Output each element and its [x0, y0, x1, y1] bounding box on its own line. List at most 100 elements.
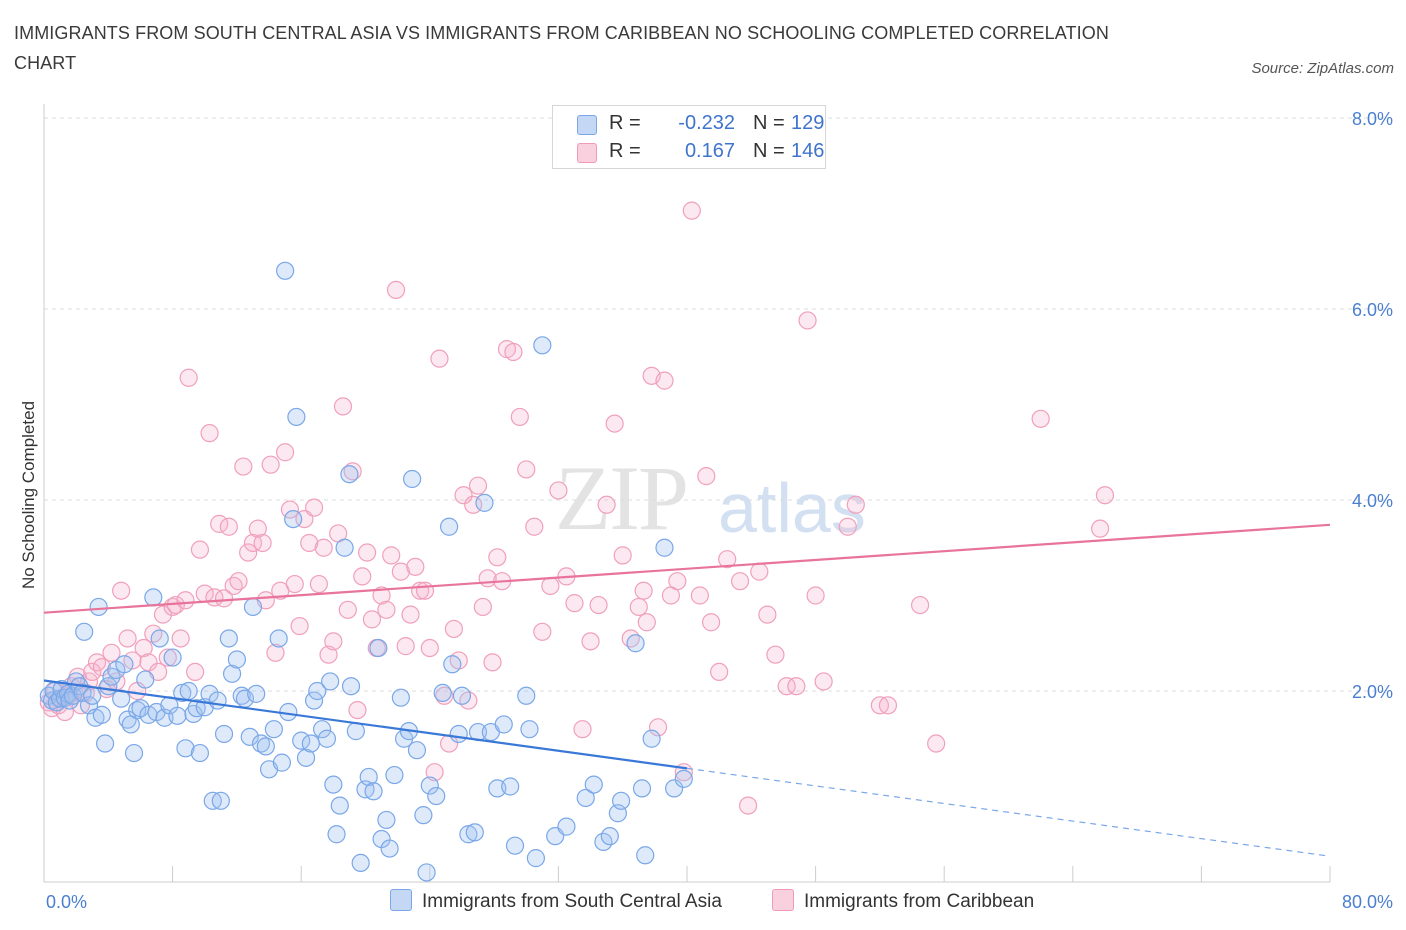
- south-central-asia-point: [176, 739, 195, 758]
- south-central-asia-point: [301, 734, 320, 753]
- caribbean-point: [814, 672, 833, 691]
- caribbean-point: [348, 700, 367, 720]
- caribbean-point: [541, 576, 560, 596]
- caribbean-point: [581, 632, 600, 651]
- south-central-asia-point: [251, 734, 271, 753]
- gridlines: [44, 117, 1390, 692]
- caribbean-point: [444, 619, 464, 639]
- legend-r-label: R =: [609, 112, 641, 134]
- south-central-asia-point: [403, 469, 422, 489]
- south-central-asia-point: [184, 704, 203, 724]
- legend-r-value: -0.232: [678, 112, 735, 134]
- caribbean-point: [190, 540, 210, 559]
- south-central-asia-point: [377, 810, 396, 830]
- caribbean-point: [702, 613, 721, 632]
- south-central-asia-point: [330, 796, 349, 815]
- south-central-asia-point: [284, 509, 303, 529]
- south-central-asia-point: [136, 670, 155, 689]
- x-tick-label: 0.0%: [46, 892, 87, 912]
- caribbean-point: [648, 718, 668, 737]
- caribbean-point: [353, 567, 372, 586]
- caribbean-point: [200, 424, 219, 443]
- trend-line-caribbean: [43, 523, 1331, 614]
- caribbean-point: [605, 414, 624, 433]
- caribbean-point: [83, 662, 102, 682]
- south-central-asia-point: [385, 765, 404, 785]
- caribbean-point: [406, 557, 425, 576]
- caribbean-point: [158, 648, 177, 667]
- south-central-asia-point: [417, 863, 436, 882]
- south-central-asia-point: [317, 729, 337, 748]
- y-tick-label: 2.0%: [1352, 682, 1393, 702]
- south-central-asia-point: [256, 737, 275, 756]
- south-central-asia-point: [642, 729, 661, 748]
- legend-r-value: 0.167: [684, 140, 735, 162]
- south-central-asia-point: [517, 686, 536, 705]
- bottom-legend-label: Immigrants from Caribbean: [804, 891, 1035, 912]
- south-central-asia-point: [276, 261, 295, 280]
- axes: [43, 104, 1331, 883]
- south-central-asia-point: [264, 720, 283, 739]
- caribbean-point: [910, 595, 930, 615]
- caribbean-point: [634, 581, 653, 600]
- x-tick-labels: 0.0% 80.0%: [46, 892, 1393, 912]
- caribbean-point: [738, 796, 758, 815]
- legend-n-value: 146: [791, 140, 825, 162]
- caribbean-point: [504, 342, 523, 362]
- trend-line-south-central-asia: [43, 679, 688, 770]
- caribbean-point: [806, 586, 825, 605]
- south-central-asia-point: [369, 638, 388, 658]
- caribbean-point: [176, 591, 195, 610]
- y-axis-label: No Schooling Completed: [19, 401, 38, 589]
- caribbean-point: [589, 595, 608, 615]
- caribbean-point: [139, 653, 158, 672]
- caribbean-point: [229, 572, 248, 591]
- caribbean-point: [483, 653, 502, 672]
- source-label: Source: ZipAtlas.com: [1251, 60, 1394, 77]
- caribbean-point: [682, 201, 701, 220]
- caribbean-point: [276, 443, 295, 462]
- south-central-asia-points: [39, 261, 693, 882]
- south-central-asia-point: [287, 407, 306, 427]
- caribbean-point: [102, 643, 121, 662]
- caribbean-point: [304, 498, 324, 517]
- caribbean-point: [234, 457, 253, 476]
- legend-n-value: 129: [791, 112, 825, 134]
- caribbean-point: [338, 600, 357, 619]
- south-central-asia-point: [327, 825, 346, 844]
- south-central-asia-point: [351, 853, 370, 873]
- caribbean-point: [290, 616, 309, 636]
- south-central-asia-point: [414, 806, 433, 825]
- south-central-asia-point: [312, 720, 332, 739]
- legend-swatch-blue: [577, 115, 597, 135]
- south-central-asia-point: [346, 722, 365, 741]
- caribbean-point: [396, 637, 415, 656]
- caribbean-point: [787, 677, 806, 696]
- south-central-asia-point: [576, 788, 595, 808]
- caribbean-point: [468, 476, 488, 495]
- south-central-asia-point: [163, 648, 182, 667]
- caribbean-point: [1031, 409, 1050, 428]
- south-central-asia-point: [533, 336, 552, 355]
- caribbean-point: [613, 546, 632, 565]
- south-central-asia-point: [433, 683, 452, 703]
- caribbean-point: [1095, 486, 1115, 505]
- caribbean-point: [118, 629, 137, 648]
- watermark-zip: ZIP: [555, 447, 689, 549]
- south-central-asia-point: [269, 629, 288, 648]
- caribbean-point: [718, 550, 737, 569]
- south-central-asia-point: [168, 706, 187, 725]
- caribbean-point: [382, 546, 401, 565]
- south-central-asia-point: [557, 817, 576, 836]
- south-central-asia-point: [655, 538, 674, 557]
- south-central-asia-point: [150, 629, 169, 648]
- caribbean-point: [358, 543, 377, 562]
- caribbean-point: [285, 574, 304, 594]
- south-central-asia-point: [222, 664, 242, 683]
- y-tick-label: 8.0%: [1352, 109, 1393, 129]
- south-central-asia-point: [308, 681, 327, 701]
- caribbean-point: [488, 548, 507, 567]
- caribbean-point: [655, 371, 674, 390]
- south-central-asia-point: [341, 677, 361, 696]
